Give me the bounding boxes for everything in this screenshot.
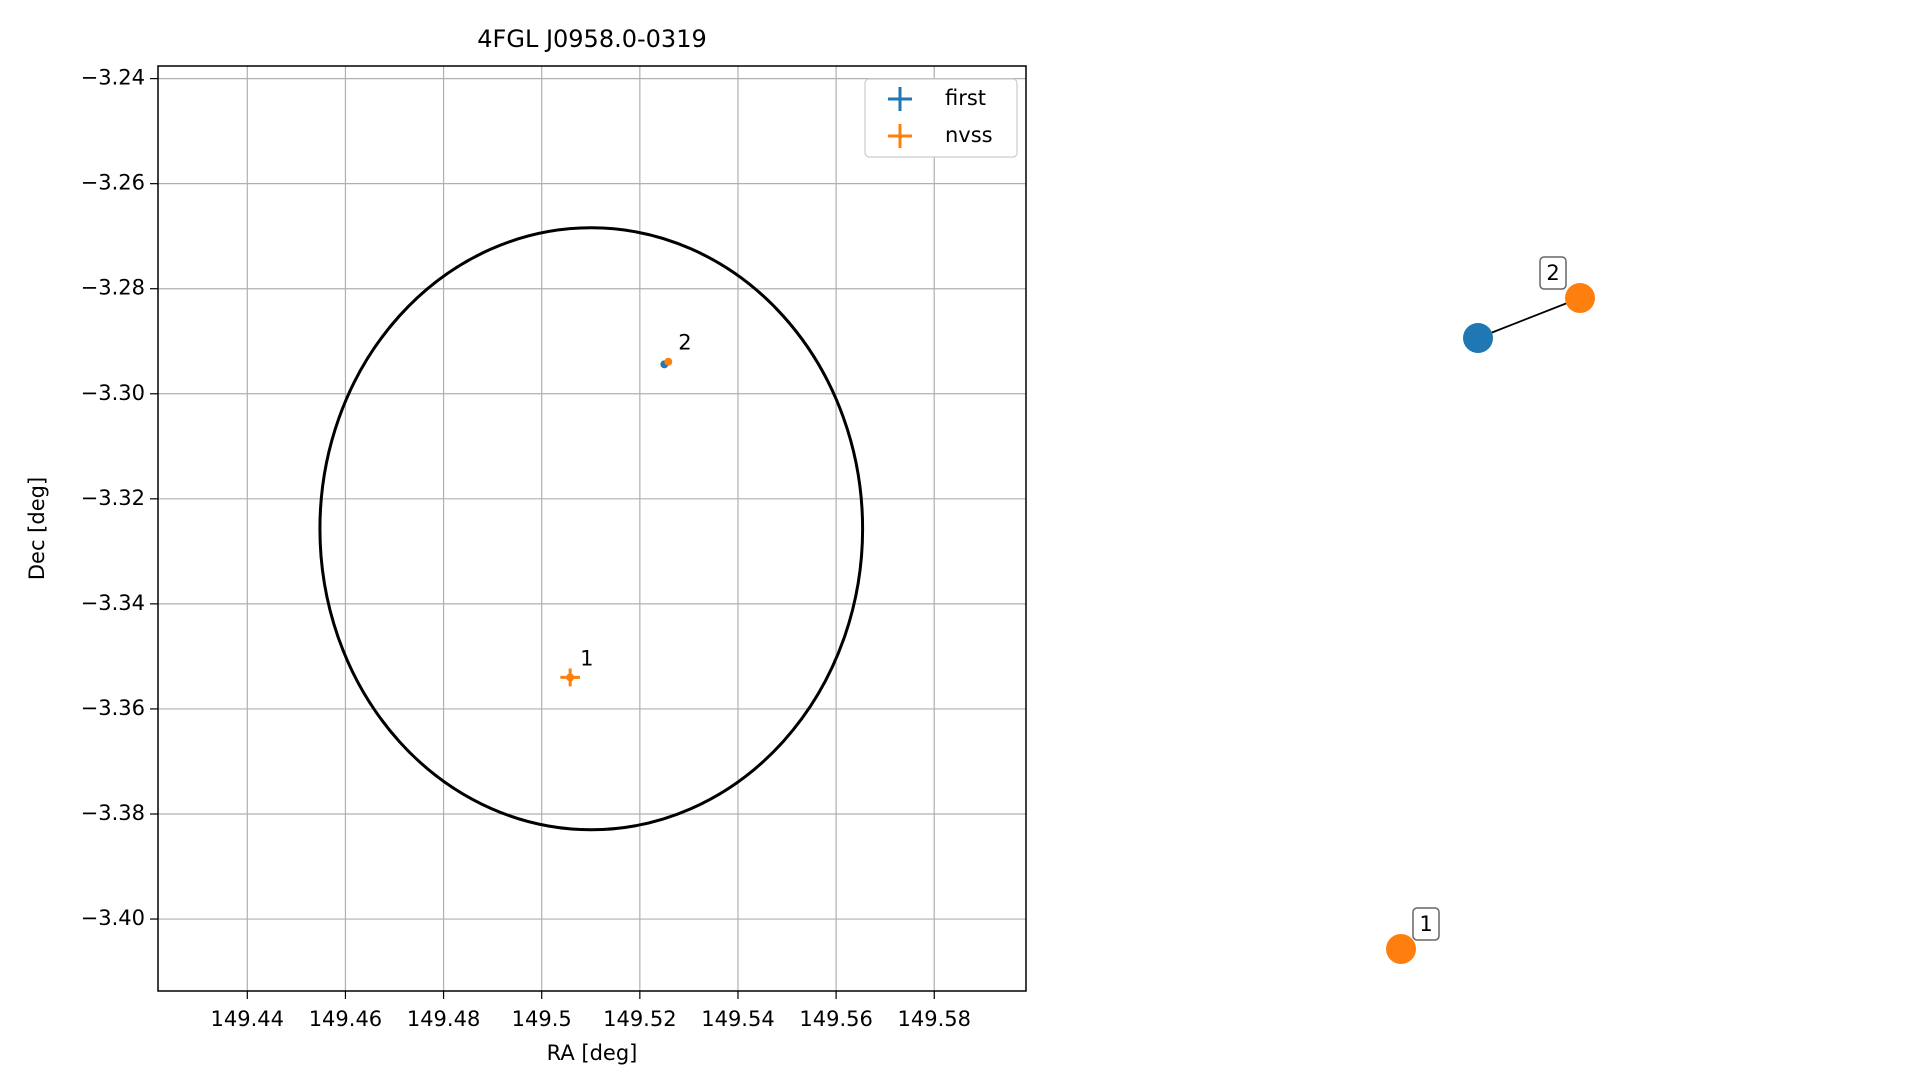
legend-label: first bbox=[945, 86, 986, 110]
x-tick-label: 149.44 bbox=[211, 1007, 284, 1031]
node-label-box bbox=[1539, 256, 1567, 290]
legend-box bbox=[864, 78, 1018, 158]
annotation: 1 bbox=[580, 646, 593, 670]
point bbox=[664, 357, 673, 366]
y-tick-label: −3.26 bbox=[81, 171, 145, 195]
point bbox=[566, 673, 575, 682]
y-tick-label: −3.40 bbox=[81, 906, 145, 930]
error-ellipse bbox=[318, 226, 865, 832]
node bbox=[1386, 934, 1416, 964]
y-tick-label: −3.32 bbox=[81, 486, 145, 510]
x-tick-label: 149.5 bbox=[512, 1007, 572, 1031]
y-tick-label: −3.34 bbox=[81, 591, 145, 615]
x-tick-label: 149.54 bbox=[701, 1007, 774, 1031]
node-label-box bbox=[1412, 907, 1440, 941]
y-tick-label: −3.36 bbox=[81, 696, 145, 720]
y-tick-label: −3.38 bbox=[81, 801, 145, 825]
node-label: 1 bbox=[1419, 912, 1432, 936]
plot-frame bbox=[157, 65, 1027, 992]
chart-title: 4FGL J0958.0-0319 bbox=[477, 25, 706, 53]
x-tick-label: 149.56 bbox=[799, 1007, 872, 1031]
node-label: 2 bbox=[1546, 261, 1559, 285]
node bbox=[1565, 283, 1595, 313]
x-tick-label: 149.46 bbox=[309, 1007, 382, 1031]
legend-label: nvss bbox=[945, 123, 993, 147]
annotation: 2 bbox=[678, 331, 691, 355]
x-tick-label: 149.48 bbox=[407, 1007, 480, 1031]
y-tick-label: −3.28 bbox=[81, 276, 145, 300]
x-tick-label: 149.58 bbox=[898, 1007, 971, 1031]
edge bbox=[1477, 297, 1581, 339]
x-tick-label: 149.52 bbox=[603, 1007, 676, 1031]
y-axis-label: Dec [deg] bbox=[25, 477, 49, 580]
y-tick-label: −3.24 bbox=[81, 66, 145, 90]
y-tick-label: −3.30 bbox=[81, 381, 145, 405]
node bbox=[1463, 323, 1493, 353]
x-axis-label: RA [deg] bbox=[547, 1041, 638, 1065]
